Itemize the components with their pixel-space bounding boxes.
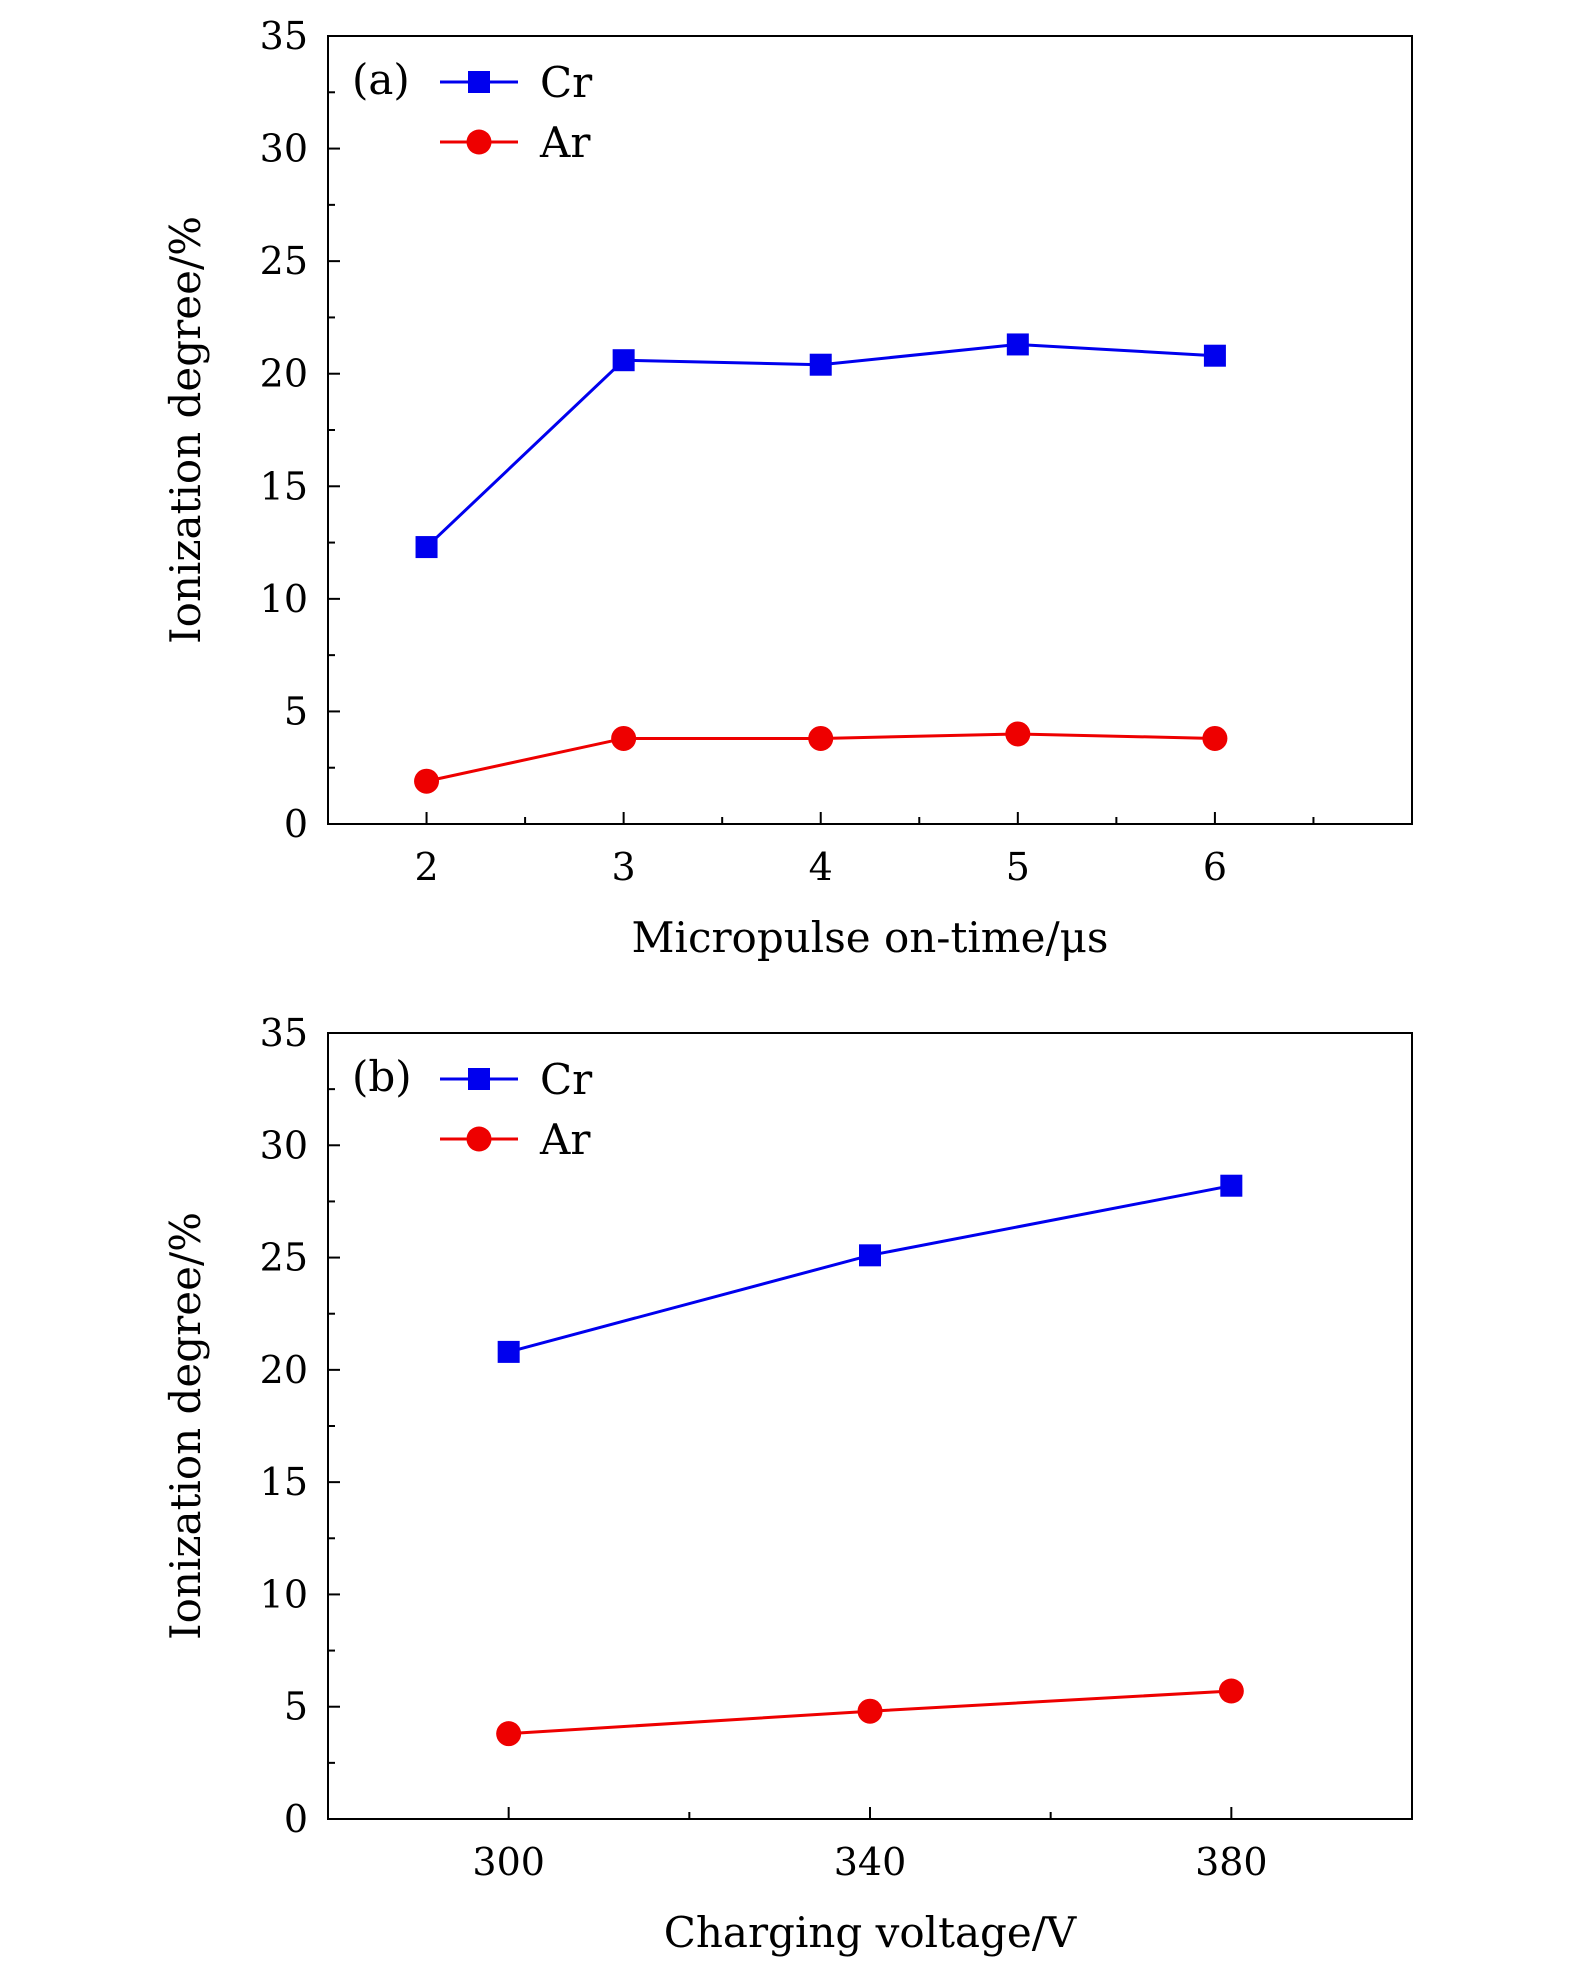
y-axis-label: Ionization degree/% (161, 216, 210, 644)
y-tick-label: 5 (284, 689, 308, 733)
y-tick-label: 35 (260, 1011, 308, 1055)
legend-label-cr: Cr (540, 1055, 593, 1104)
data-point-ar (1005, 721, 1031, 747)
panel-label: (a) (352, 55, 410, 104)
data-point-ar (496, 1721, 522, 1747)
data-point-ar (857, 1698, 883, 1724)
y-tick-label: 30 (260, 1123, 308, 1167)
y-tick-label: 5 (284, 1685, 308, 1729)
y-tick-label: 25 (260, 1236, 308, 1280)
legend-label-ar: Ar (539, 118, 591, 167)
data-point-cr (612, 349, 635, 372)
x-tick-label: 300 (472, 1840, 545, 1884)
x-axis-label: Charging voltage/V (664, 1908, 1077, 1957)
legend-marker-ar (466, 1126, 492, 1152)
legend-label-ar: Ar (539, 1115, 591, 1164)
data-point-cr (859, 1244, 881, 1267)
y-tick-label: 35 (260, 14, 308, 58)
y-tick-label: 0 (284, 1797, 308, 1841)
x-tick-label: 5 (1006, 845, 1030, 889)
y-tick-label: 15 (260, 464, 308, 508)
data-point-ar (808, 725, 834, 751)
data-point-cr (809, 353, 832, 376)
legend-marker-cr (468, 1068, 490, 1090)
data-point-cr (1006, 333, 1029, 356)
plot-frame (327, 35, 1413, 825)
y-tick-label: 15 (260, 1460, 308, 1504)
data-point-ar (414, 768, 440, 794)
y-tick-label: 10 (260, 1572, 308, 1616)
data-point-ar (1218, 1678, 1244, 1704)
x-tick-label: 2 (414, 845, 438, 889)
chart-panel-a: 0 5 10 15 20 25 30 35 2 3 4 5 6 Micropulse on-time/μs… (161, 14, 1413, 962)
y-axis-label: Ionization degree/% (161, 1212, 210, 1640)
x-tick-label: 6 (1203, 845, 1227, 889)
legend-label-cr: Cr (540, 58, 593, 107)
data-point-ar (1202, 725, 1228, 751)
x-axis-label: Micropulse on-time/μs (632, 913, 1109, 962)
x-tick-label: 4 (809, 845, 833, 889)
chart-panel-b: 0 5 10 15 20 25 30 35 300 340 380 Charging voltage/… (161, 1011, 1413, 1957)
y-tick-label: 20 (260, 352, 308, 396)
x-tick-label: 3 (612, 845, 636, 889)
legend-marker-cr (468, 71, 490, 93)
series-line-cr (508, 1184, 1232, 1354)
data-point-cr (1220, 1174, 1243, 1197)
y-tick-label: 10 (260, 577, 308, 621)
data-point-cr (1203, 344, 1226, 367)
y-tick-label: 30 (260, 127, 308, 171)
y-tick-label: 0 (284, 802, 308, 846)
y-tick-label: 25 (260, 239, 308, 283)
data-point-cr (415, 536, 438, 559)
data-point-ar (611, 725, 637, 751)
legend-marker-ar (466, 129, 492, 155)
x-tick-label: 380 (1195, 1840, 1268, 1884)
y-tick-label: 20 (260, 1348, 308, 1392)
data-point-cr (497, 1340, 520, 1363)
panel-label: (b) (352, 1052, 412, 1101)
x-tick-label: 340 (834, 1840, 907, 1884)
